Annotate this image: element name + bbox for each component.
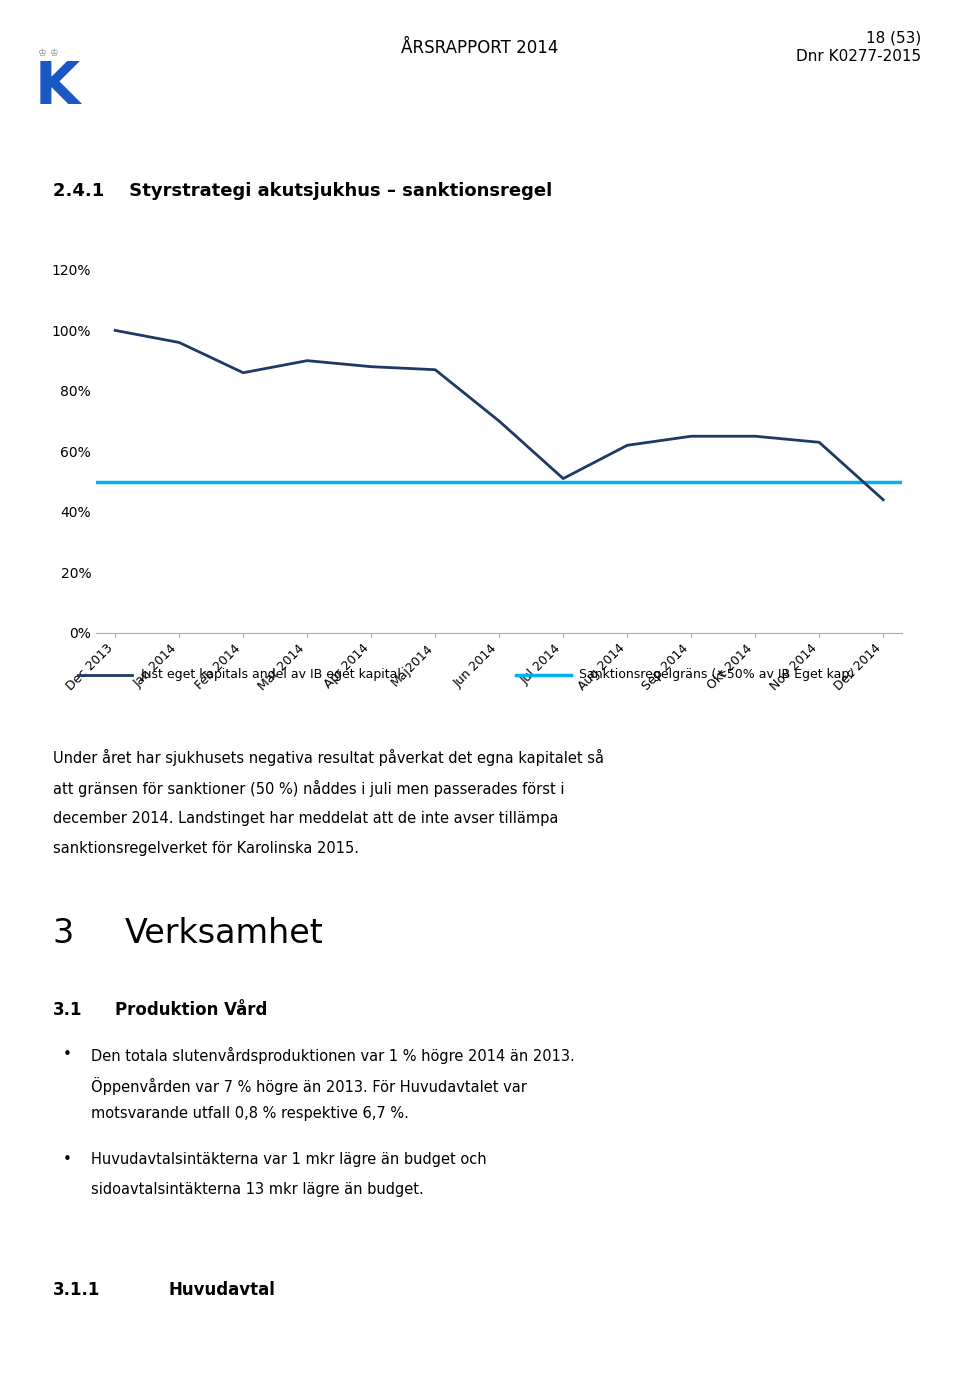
Text: ÅRSRAPPORT 2014: ÅRSRAPPORT 2014 <box>401 39 559 57</box>
Text: sanktionsregelverket för Karolinska 2015.: sanktionsregelverket för Karolinska 2015… <box>53 841 359 857</box>
Text: Öppenvården var 7 % högre än 2013. För Huvudavtalet var: Öppenvården var 7 % högre än 2013. För H… <box>91 1077 527 1095</box>
Text: Huvudavtalsintäkterna var 1 mkr lägre än budget och: Huvudavtalsintäkterna var 1 mkr lägre än… <box>91 1152 487 1168</box>
Text: Dnr K0277-2015: Dnr K0277-2015 <box>797 49 922 64</box>
Text: att gränsen för sanktioner (50 %) nåddes i juli men passerades först i: att gränsen för sanktioner (50 %) nåddes… <box>53 780 564 797</box>
Text: •: • <box>62 1152 71 1168</box>
Text: 2.4.1    Styrstrategi akutsjukhus – sanktionsregel: 2.4.1 Styrstrategi akutsjukhus – sanktio… <box>53 182 552 200</box>
Text: Verksamhet: Verksamhet <box>125 917 324 951</box>
Text: 3.1: 3.1 <box>53 1001 83 1019</box>
Text: Sanktionsregelgräns (<50% av IB Eget kap): Sanktionsregelgräns (<50% av IB Eget kap… <box>580 668 854 682</box>
Text: Den totala slutenvårdsproduktionen var 1 % högre 2014 än 2013.: Den totala slutenvårdsproduktionen var 1… <box>91 1047 575 1064</box>
Text: 3.1.1: 3.1.1 <box>53 1281 100 1299</box>
Text: motsvarande utfall 0,8 % respektive 6,7 %.: motsvarande utfall 0,8 % respektive 6,7 … <box>91 1106 409 1121</box>
Text: Huvudavtal: Huvudavtal <box>168 1281 275 1299</box>
Text: Produktion Vård: Produktion Vård <box>115 1001 268 1019</box>
Text: Just eget kapitals andel av IB eget kapital: Just eget kapitals andel av IB eget kapi… <box>140 668 401 682</box>
Text: december 2014. Landstinget har meddelat att de inte avser tillämpa: december 2014. Landstinget har meddelat … <box>53 811 558 826</box>
Text: 3: 3 <box>53 917 74 951</box>
Text: 18 (53): 18 (53) <box>866 31 922 46</box>
Text: Under året har sjukhusets negativa resultat påverkat det egna kapitalet så: Under året har sjukhusets negativa resul… <box>53 749 604 766</box>
Text: sidoavtalsintäkterna 13 mkr lägre än budget.: sidoavtalsintäkterna 13 mkr lägre än bud… <box>91 1182 424 1197</box>
Text: ♔ ♔: ♔ ♔ <box>38 48 59 57</box>
Text: K: K <box>35 59 80 116</box>
Text: •: • <box>62 1047 71 1063</box>
